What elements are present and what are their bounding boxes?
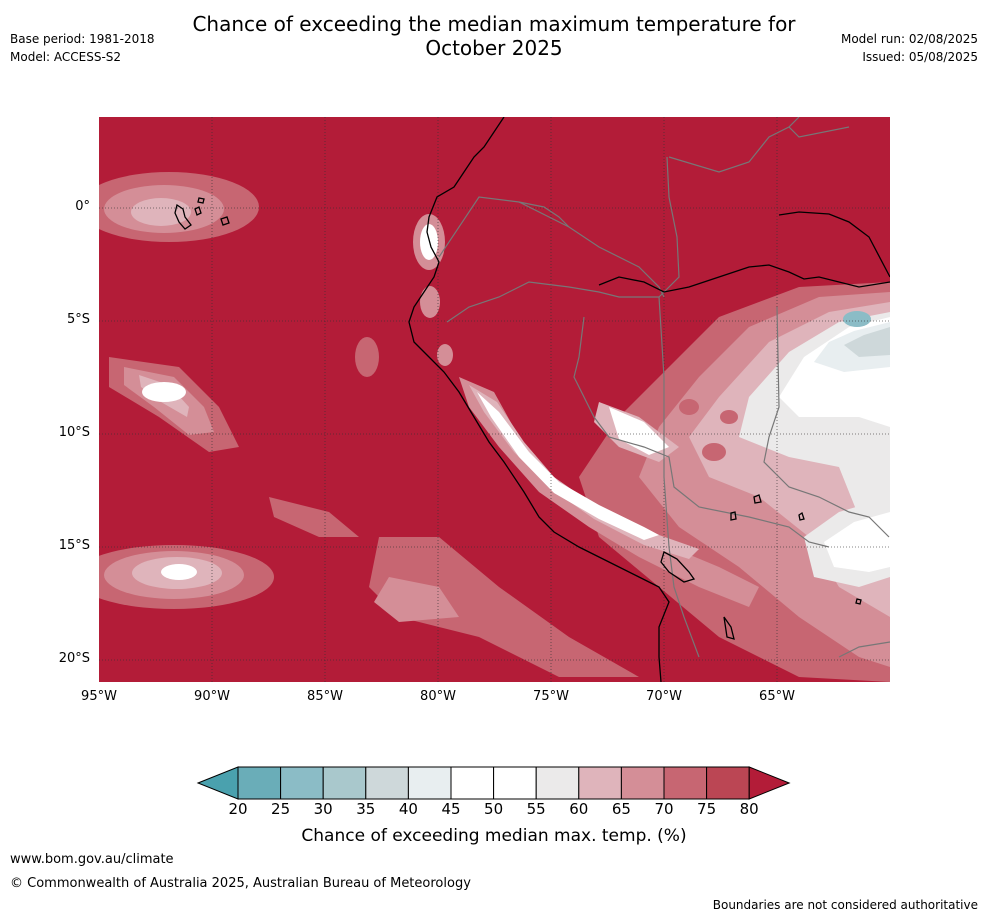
model-text: Model: ACCESS-S2 <box>10 50 122 64</box>
copyright-text: © Commonwealth of Australia 2025, Austra… <box>10 876 471 891</box>
colorbar-cell <box>663 766 708 800</box>
galapagos-patch <box>99 172 259 242</box>
website-link[interactable]: www.bom.gov.au/climate <box>10 852 174 867</box>
map-canvas <box>99 117 890 682</box>
colorbar <box>196 766 791 800</box>
coastline <box>174 117 890 682</box>
colorbar-tick-label: 65 <box>611 800 631 818</box>
map-title: Chance of exceeding the median maximum t… <box>0 12 988 60</box>
colorbar-label: Chance of exceeding median max. temp. (%… <box>301 826 687 846</box>
lat-label-15s: 15°S <box>58 538 90 553</box>
forecast-map[interactable] <box>99 117 890 682</box>
colorbar-tick-label: 35 <box>356 800 376 818</box>
title-line-1: Chance of exceeding the median maximum t… <box>192 12 796 36</box>
country-borders <box>438 117 890 658</box>
colorbar-tick-label: 30 <box>313 800 333 818</box>
lon-label-75w: 75°W <box>533 689 569 704</box>
meta-left: Base period: 1981-2018 Model: ACCESS-S2 <box>10 30 155 66</box>
colorbar-tick-label: 45 <box>441 800 461 818</box>
colorbar-tick-label: 60 <box>569 800 589 818</box>
colorbar-cell <box>620 766 665 800</box>
colorbar-cells <box>196 766 791 800</box>
lon-label-65w: 65°W <box>759 689 795 704</box>
colorbar-tick-label: 55 <box>526 800 546 818</box>
colorbar-tick-label: 25 <box>271 800 291 818</box>
colorbar-tick-label: 50 <box>484 800 504 818</box>
colorbar-cell <box>493 766 537 800</box>
colorbar-extend-low <box>196 766 239 800</box>
colorbar-extend-high <box>748 766 791 800</box>
colorbar-cell <box>450 766 495 800</box>
lon-label-70w: 70°W <box>646 689 682 704</box>
colorbar-cell <box>280 766 324 800</box>
interior-probability-field <box>579 282 890 682</box>
model-run-text: Model run: 02/08/2025 <box>840 32 978 46</box>
colorbar-cell <box>407 766 452 800</box>
colorbar-tick-label: 75 <box>697 800 717 818</box>
lon-label-85w: 85°W <box>307 689 343 704</box>
lat-label-0: 0° <box>75 199 90 214</box>
meta-right: Model run: 02/08/2025 Issued: 05/08/2025 <box>841 30 978 66</box>
colorbar-tick-label: 20 <box>228 800 248 818</box>
lon-label-80w: 80°W <box>420 689 456 704</box>
colorbar-cell <box>706 766 750 800</box>
base-period-text: Base period: 1981-2018 <box>10 32 155 46</box>
colorbar-cell <box>322 766 367 800</box>
colorbar-cell <box>578 766 622 800</box>
lat-label-10s: 10°S <box>58 425 90 440</box>
colorbar-cell <box>365 766 409 800</box>
lat-label-5s: 5°S <box>66 312 90 327</box>
colorbar-cell <box>237 766 282 800</box>
title-line-2: October 2025 <box>425 36 563 60</box>
issued-text: Issued: 05/08/2025 <box>862 50 978 64</box>
colorbar-tick-label: 80 <box>739 800 759 818</box>
lat-label-20s: 20°S <box>58 651 90 666</box>
coastal-probability-strip <box>459 377 759 607</box>
lon-label-90w: 90°W <box>194 689 230 704</box>
colorbar-cell <box>535 766 580 800</box>
disclaimer-text: Boundaries are not considered authoritat… <box>712 898 978 912</box>
colorbar-tick-label: 40 <box>398 800 418 818</box>
offshore-patch-16s <box>99 497 359 609</box>
offshore-patch-8s <box>109 357 239 452</box>
colorbar-tick-label: 70 <box>654 800 674 818</box>
lon-label-95w: 95°W <box>81 689 117 704</box>
